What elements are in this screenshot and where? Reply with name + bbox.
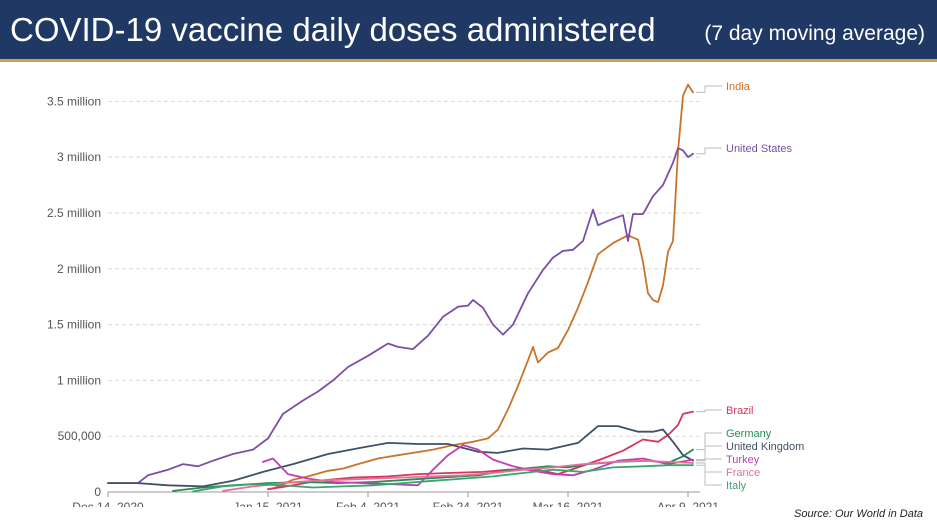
label-connector (696, 462, 722, 473)
series-label-brazil: Brazil (726, 405, 754, 417)
y-tick-label: 2.5 million (47, 206, 101, 220)
x-tick-label: Jan 15, 2021 (233, 500, 303, 507)
series-line-brazil (267, 410, 694, 491)
series-line-france (222, 459, 694, 492)
y-tick-label: 1 million (57, 373, 101, 387)
series-label-united-kingdom: United Kingdom (726, 441, 804, 453)
x-tick-label: Feb 24, 2021 (433, 500, 504, 507)
x-tick-label: Dec 14, 2020 (72, 500, 144, 507)
chart-title: COVID-19 vaccine daily doses administere… (10, 11, 656, 48)
y-tick-label: 0 (94, 485, 101, 499)
x-tick-label: Mar 16, 2021 (533, 500, 604, 507)
x-tick-label: Feb 4, 2021 (336, 500, 400, 507)
series-line-italy (192, 464, 694, 493)
y-tick-label: 3.5 million (47, 94, 101, 108)
x-tick-label: Apr 9, 2021 (657, 500, 719, 507)
series-lines (107, 83, 694, 493)
series-label-france: France (726, 467, 760, 479)
series-line-india (272, 83, 694, 490)
label-connector (696, 85, 722, 93)
label-connector (696, 147, 722, 155)
series-line-united-kingdom (107, 425, 694, 488)
label-connector (696, 432, 722, 451)
source-note: Source: Our World in Data (794, 508, 923, 520)
gridlines (108, 100, 700, 493)
label-connector (696, 409, 722, 413)
y-tick-label: 500,000 (58, 429, 102, 443)
y-tick-label: 3 million (57, 150, 101, 164)
x-axis-ticks: Dec 14, 2020 Jan 15, 2021 Feb 4, 2021 Feb 2… (72, 492, 719, 507)
y-tick-label: 2 million (57, 262, 101, 276)
series-line-united-states (107, 147, 694, 484)
label-connector (696, 445, 722, 462)
y-axis-ticks: 0 500,000 1 million 1.5 million 2 million 2.5… (47, 94, 101, 499)
series-label-germany: Germany (726, 428, 772, 440)
series-label-italy: Italy (726, 480, 747, 492)
label-connector (696, 464, 722, 486)
series-label-turkey: Turkey (726, 454, 760, 466)
series-label-india: India (726, 81, 751, 93)
y-tick-label: 1.5 million (47, 318, 101, 332)
line-chart: 0 500,000 1 million 1.5 million 2 million 2.5… (47, 81, 804, 507)
series-label-united-states: United States (726, 143, 793, 155)
title-bar: COVID-19 vaccine daily doses administere… (0, 0, 937, 62)
label-connector (696, 458, 722, 461)
chart-subtitle: (7 day moving average) (704, 22, 925, 45)
